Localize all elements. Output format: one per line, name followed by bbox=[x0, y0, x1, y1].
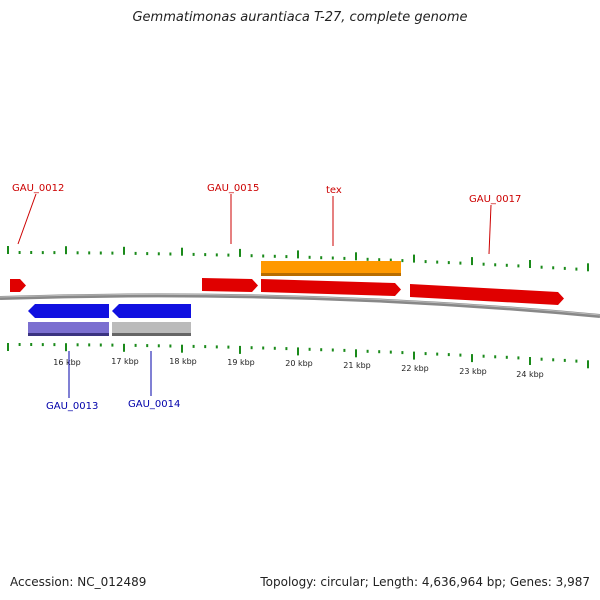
gene-gau-0016-arrow[interactable] bbox=[261, 279, 401, 296]
bottom-tick-marks bbox=[7, 343, 589, 369]
leader-line-gau-0012 bbox=[17, 193, 37, 245]
gene-gau-0014-feature-shade bbox=[112, 333, 191, 336]
scale-label: 17 kbp bbox=[111, 357, 139, 366]
reverse-genes bbox=[28, 304, 191, 336]
forward-gene-labels: GAU_0012 GAU_0015 tex GAU_0017 bbox=[12, 183, 521, 255]
genome-backbone-highlight bbox=[0, 293, 600, 316]
top-tick-marks bbox=[7, 246, 589, 272]
gene-gau-0015-arrow[interactable] bbox=[202, 278, 258, 292]
scale-label: 20 kbp bbox=[285, 359, 313, 368]
gene-gau-0017-arrow[interactable] bbox=[410, 284, 564, 305]
accession-label: Accession: NC_012489 bbox=[10, 575, 147, 589]
scale-labels: 16 kbp 17 kbp 18 kbp 19 kbp 20 kbp 21 kb… bbox=[53, 357, 544, 379]
gene-gau-0014-arrow[interactable] bbox=[112, 304, 191, 318]
gene-tex-bar-shade bbox=[261, 273, 401, 276]
scale-label: 24 kbp bbox=[516, 370, 544, 379]
gene-gau-0012-arrow[interactable] bbox=[10, 279, 26, 292]
gene-label-gau-0014[interactable]: GAU_0014 bbox=[128, 399, 180, 410]
scale-label: 18 kbp bbox=[169, 357, 197, 366]
scale-label: 21 kbp bbox=[343, 361, 371, 370]
scale-label: 19 kbp bbox=[227, 358, 255, 367]
gene-label-tex[interactable]: tex bbox=[326, 185, 342, 196]
genome-backbone bbox=[0, 293, 600, 318]
gene-gau-0013-arrow[interactable] bbox=[28, 304, 109, 318]
scale-label: 16 kbp bbox=[53, 358, 81, 367]
forward-genes bbox=[10, 261, 564, 305]
gene-label-gau-0012[interactable]: GAU_0012 bbox=[12, 183, 64, 194]
gene-gau-0014-feature-bar bbox=[112, 322, 191, 335]
reverse-gene-labels: GAU_0013 GAU_0014 bbox=[46, 351, 180, 412]
gene-label-gau-0013[interactable]: GAU_0013 bbox=[46, 401, 98, 412]
gene-gau-0013-feature-bar bbox=[28, 322, 109, 335]
gene-gau-0013-feature-shade bbox=[28, 333, 109, 336]
gene-label-gau-0017[interactable]: GAU_0017 bbox=[469, 194, 521, 205]
gene-label-gau-0015[interactable]: GAU_0015 bbox=[207, 183, 259, 194]
gene-tex-bar[interactable] bbox=[261, 261, 401, 275]
scale-label: 23 kbp bbox=[459, 367, 487, 376]
genome-summary-label: Topology: circular; Length: 4,636,964 bp… bbox=[260, 575, 590, 589]
scale-label: 22 kbp bbox=[401, 364, 429, 373]
map-title: Gemmatimonas aurantiaca T-27, complete g… bbox=[132, 10, 468, 25]
leader-line-gau-0017 bbox=[488, 204, 492, 255]
